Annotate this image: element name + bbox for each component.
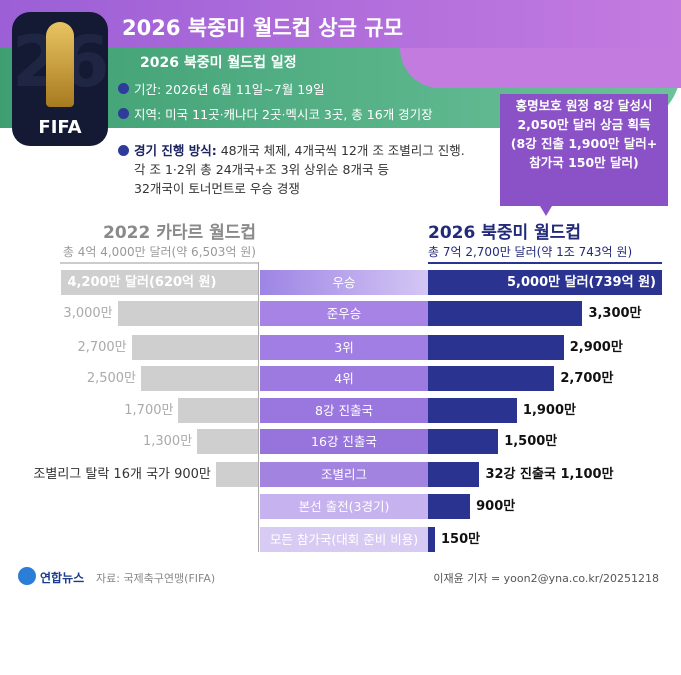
logo-text: FIFA	[38, 117, 82, 138]
divider	[428, 262, 662, 264]
yonhap-logo-icon	[18, 567, 36, 585]
method-line: 각 조 1·2위 총 24개국+조 3위 상위순 8개국 등	[134, 162, 389, 177]
bar-2022	[178, 398, 258, 423]
value-label-2022: 3,000만	[63, 306, 113, 321]
trophy-icon	[46, 22, 74, 107]
value-label-2022: 4,200만 달러(620억 원)	[67, 275, 217, 290]
header-band-tail	[400, 48, 681, 88]
category-label: 3위	[260, 335, 428, 360]
bullet-icon	[118, 108, 129, 119]
method-line: 48개국 체제, 4개국씩 12개 조 조별리그 진행.	[220, 143, 465, 158]
bar-2022	[131, 335, 258, 360]
category-label: 본선 출전(3경기)	[260, 494, 428, 519]
bar-2022	[117, 301, 258, 326]
category-label: 8강 진출국	[260, 398, 428, 423]
value-label-2026: 32강 진출국 1,100만	[485, 467, 614, 482]
bar-2026	[428, 335, 564, 360]
bar-2022	[197, 429, 258, 454]
bar-2026	[428, 494, 471, 519]
callout-line: (8강 진출 1,900만 달러+	[510, 136, 658, 151]
header-band	[0, 0, 681, 52]
bar-2022	[141, 366, 258, 391]
credit: 이재윤 기자 = yoon2@yna.co.kr/20251218	[433, 572, 659, 585]
category-label: 준우승	[260, 301, 428, 326]
source: 자료: 국제축구연맹(FIFA)	[96, 572, 216, 585]
divider	[60, 262, 258, 264]
bar-2022	[215, 462, 258, 487]
bar-2026	[428, 527, 436, 552]
value-label-2026: 5,000만 달러(739억 원)	[507, 275, 656, 290]
venue-text: 지역: 미국 11곳·캐나다 2곳·멕시코 3곳, 총 16개 경기장	[134, 107, 433, 122]
period-text: 기간: 2026년 6월 11일~7월 19일	[134, 82, 325, 97]
schedule-method: 경기 진행 방식: 48개국 체제, 4개국씩 12개 조 조별리그 진행. 각…	[118, 141, 465, 198]
value-label-2022: 1,300만	[142, 434, 193, 449]
value-label-2022: 2,700만	[77, 340, 127, 355]
value-label-2026: 1,500만	[504, 434, 558, 449]
callout-line: 참가국 150만 달러)	[529, 155, 639, 170]
category-label: 4위	[260, 366, 428, 391]
series-2026-title: 2026 북중미 월드컵	[428, 223, 581, 243]
method-label: 경기 진행 방식:	[134, 143, 217, 158]
value-label-2026: 2,700만	[560, 371, 614, 386]
category-label: 16강 진출국	[260, 429, 428, 454]
brand: 연합뉴스	[40, 571, 85, 585]
bar-2026	[428, 301, 583, 326]
bar-2026	[428, 366, 555, 391]
category-label: 조별리그	[260, 462, 428, 487]
method-line: 32개국이 토너먼트로 우승 경쟁	[134, 181, 300, 196]
value-label-2022: 조별리그 탈락 16개 국가 900만	[33, 467, 211, 482]
series-2022-total: 총 4억 4,000만 달러(약 6,503억 원)	[62, 245, 256, 259]
value-label-2026: 150만	[441, 532, 481, 547]
bar-2022	[61, 270, 258, 295]
value-label-2022: 2,500만	[86, 371, 136, 386]
bullet-icon	[118, 145, 129, 156]
schedule-period: 기간: 2026년 6월 11일~7월 19일	[118, 79, 325, 98]
callout-box: 홍명보호 원정 8강 달성시 2,050만 달러 상금 획득 (8강 진출 1,…	[500, 94, 668, 216]
value-label-2026: 900만	[476, 499, 516, 514]
value-label-2026: 1,900만	[522, 403, 576, 418]
schedule-title: 2026 북중미 월드컵 일정	[140, 55, 297, 71]
value-label-2022: 1,700만	[124, 403, 174, 418]
category-label: 우승	[260, 270, 428, 295]
schedule-venue: 지역: 미국 11곳·캐나다 2곳·멕시코 3곳, 총 16개 경기장	[118, 104, 433, 123]
value-label-2026: 2,900만	[569, 340, 623, 355]
value-label-2026: 3,300만	[588, 306, 642, 321]
bar-2026	[428, 398, 517, 423]
series-2026-total: 총 7억 2,700만 달러(약 1조 743억 원)	[428, 245, 633, 259]
axis-line	[258, 262, 259, 552]
fifa-world-cup-2026-logo: 26 FIFA	[12, 12, 109, 146]
bullet-icon	[118, 83, 129, 94]
page-title: 2026 북중미 월드컵 상금 규모	[122, 16, 403, 40]
callout-line: 2,050만 달러 상금 획득	[517, 117, 651, 132]
bar-2026	[428, 429, 499, 454]
category-label: 모든 참가국(대회 준비 비용)	[260, 527, 428, 552]
bar-2026	[428, 462, 480, 487]
callout-line: 홍명보호 원정 8강 달성시	[515, 98, 653, 113]
series-2022-title: 2022 카타르 월드컵	[103, 223, 256, 243]
bar-2026	[428, 270, 662, 295]
